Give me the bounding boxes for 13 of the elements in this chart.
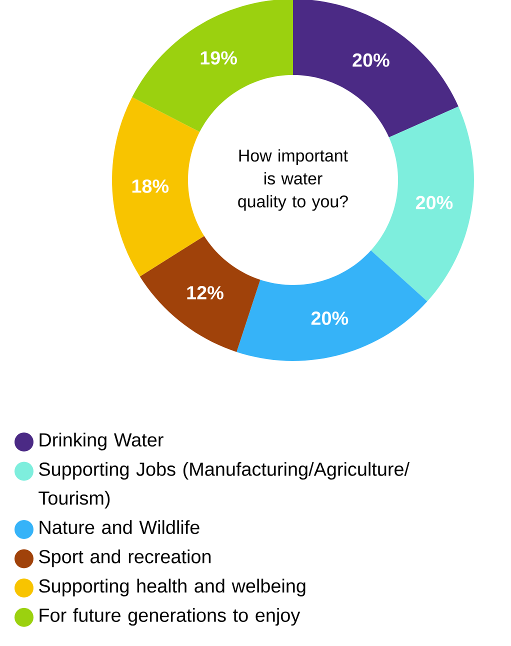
- data-label: 12%: [187, 286, 224, 300]
- legend-label: Supporting Jobs (Manufacturing/Agriculture/ Tourism): [38, 462, 410, 509]
- data-label: 20%: [416, 196, 453, 210]
- legend-label: Supporting health and welbeing: [39, 578, 306, 596]
- data-label: 20%: [352, 53, 390, 67]
- data-label: 19%: [200, 51, 237, 65]
- text: How important is water quality to you?: [238, 149, 348, 211]
- legend-label: Drinking Water: [40, 432, 164, 450]
- legend-label: Nature and Wildlife: [40, 520, 200, 534]
- legend-label: Sport and recreation: [39, 549, 211, 568]
- data-label: 20%: [311, 312, 348, 325]
- legend-label: For future generations to enjoy: [40, 608, 300, 626]
- data-label: 18%: [132, 179, 169, 193]
